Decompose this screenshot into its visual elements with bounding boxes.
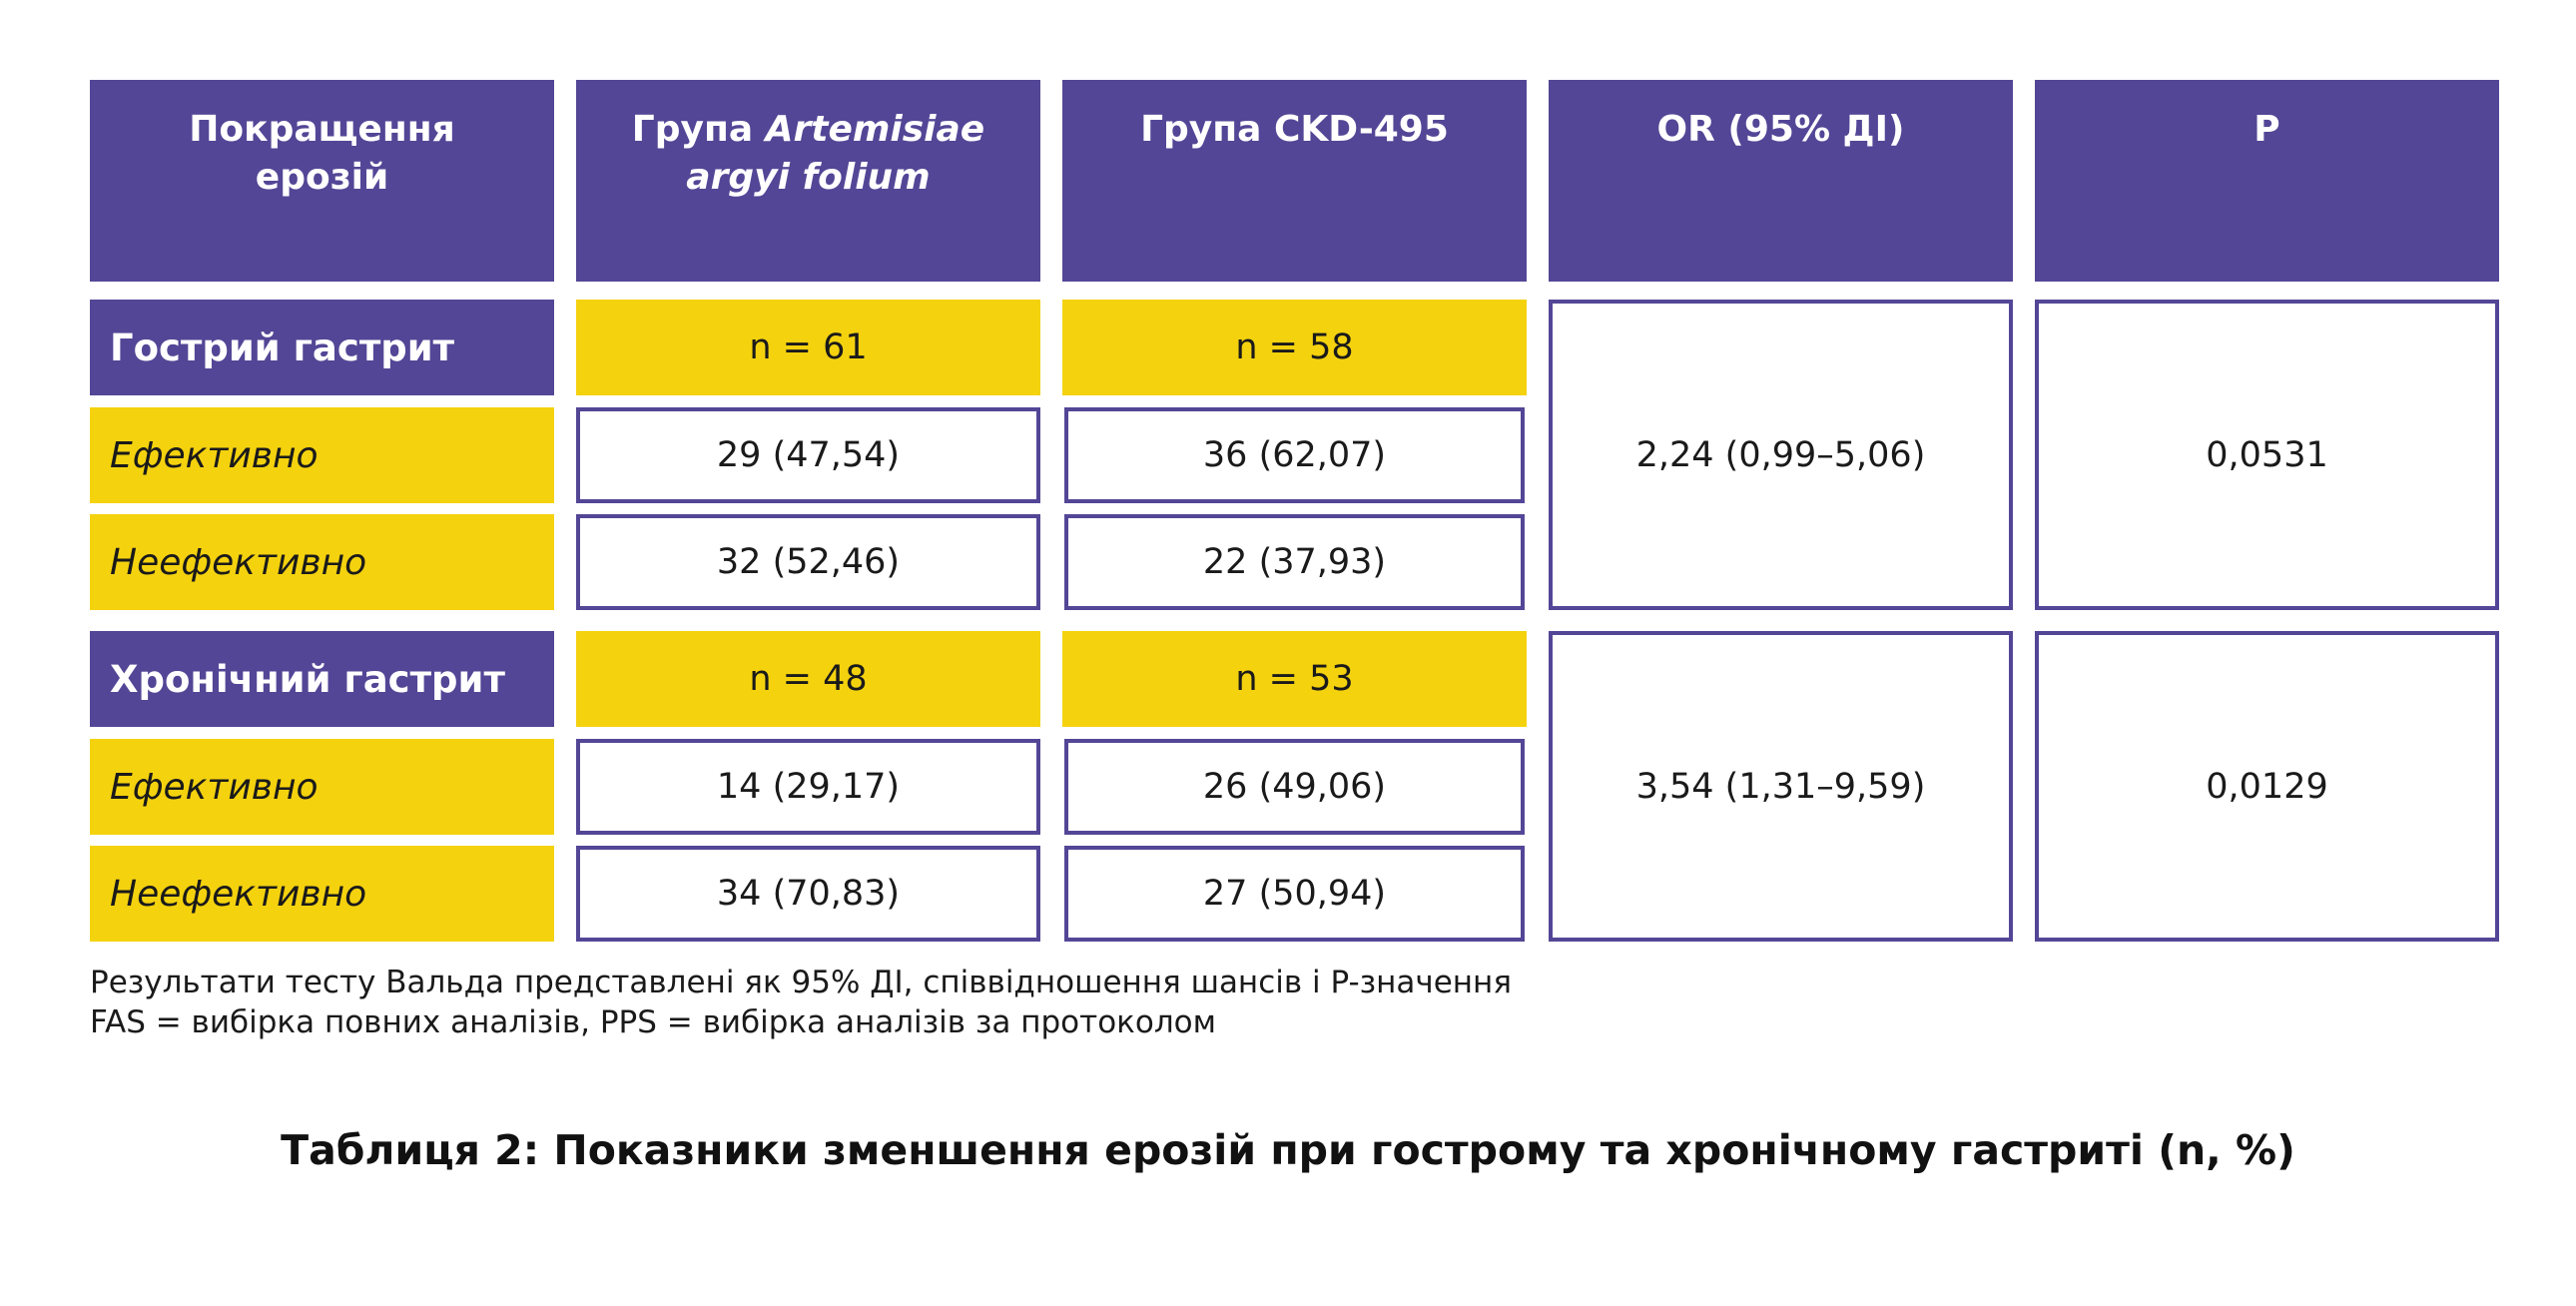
chronic-effective-ckd: 26 (49,06): [1064, 739, 1525, 835]
chronic-ineffective-artemisiae-value: 34 (70,83): [716, 874, 901, 914]
group-acute-title: Гострий гастрит: [110, 326, 455, 369]
acute-effective-text: Ефективно: [110, 434, 319, 476]
header-ckd-group: Група CKD-495: [1062, 80, 1527, 282]
header-or-ci-label: OR (95% ДІ): [1656, 109, 1905, 150]
header-ckd-label: Група CKD-495: [1140, 109, 1449, 150]
header-artemisiae-name-line2: argyi folium: [686, 157, 931, 198]
acute-effective-label: Ефективно: [90, 407, 554, 503]
acute-or-ci-value: 2,24 (0,99–5,06): [1635, 434, 1926, 475]
acute-artemisiae-n: n = 61: [576, 300, 1040, 395]
acute-artemisiae-n-value: n = 61: [749, 327, 868, 367]
chronic-ineffective-label: Неефективно: [90, 846, 554, 942]
acute-ineffective-label: Неефективно: [90, 514, 554, 610]
chronic-effective-ckd-value: 26 (49,06): [1202, 767, 1387, 807]
acute-ckd-n: n = 58: [1062, 300, 1527, 395]
acute-effective-artemisiae: 29 (47,54): [576, 407, 1040, 503]
acute-ineffective-ckd-value: 22 (37,93): [1202, 542, 1387, 582]
chronic-ineffective-artemisiae: 34 (70,83): [576, 846, 1040, 942]
chronic-artemisiae-n: n = 48: [576, 631, 1040, 727]
acute-ineffective-artemisiae-value: 32 (52,46): [716, 542, 901, 582]
chronic-p-value-text: 0,0129: [2206, 766, 2328, 807]
chronic-or-ci: 3,54 (1,31–9,59): [1549, 631, 2013, 942]
chronic-artemisiae-n-value: n = 48: [749, 659, 868, 699]
header-or-ci: OR (95% ДІ): [1549, 80, 2013, 282]
chronic-effective-artemisiae-value: 14 (29,17): [716, 767, 901, 807]
group-chronic-title: Хронічний гастрит: [110, 657, 505, 701]
chronic-ineffective-ckd: 27 (50,94): [1064, 846, 1525, 942]
header-erosion-line2: ерозій: [255, 157, 389, 198]
chronic-p-value: 0,0129: [2035, 631, 2499, 942]
footnote-wald-test: Результати тесту Вальда представлені як …: [90, 965, 1512, 1000]
acute-effective-ckd-value: 36 (62,07): [1202, 435, 1387, 475]
group-chronic-gastritis: Хронічний гастрит: [90, 631, 554, 727]
header-artemisiae-group: Група Artemisiae argyi folium: [576, 80, 1040, 282]
header-erosion-line1: Покращення: [189, 109, 455, 150]
chronic-effective-label: Ефективно: [90, 739, 554, 835]
acute-ineffective-artemisiae: 32 (52,46): [576, 514, 1040, 610]
chronic-ckd-n-value: n = 53: [1235, 659, 1354, 699]
chronic-or-ci-value: 3,54 (1,31–9,59): [1635, 766, 1926, 807]
acute-effective-artemisiae-value: 29 (47,54): [716, 435, 901, 475]
acute-ineffective-ckd: 22 (37,93): [1064, 514, 1525, 610]
header-p-label: P: [2254, 109, 2280, 150]
acute-effective-ckd: 36 (62,07): [1064, 407, 1525, 503]
chronic-ineffective-ckd-value: 27 (50,94): [1202, 874, 1387, 914]
header-artemisiae-prefix: Група: [631, 109, 766, 150]
acute-p-value: 0,0531: [2035, 300, 2499, 610]
header-p-value: P: [2035, 80, 2499, 282]
header-artemisiae-name-line1: Artemisiae: [765, 109, 985, 150]
chronic-ineffective-text: Неефективно: [110, 873, 367, 915]
group-acute-gastritis: Гострий гастрит: [90, 300, 554, 395]
chronic-ckd-n: n = 53: [1062, 631, 1527, 727]
acute-ckd-n-value: n = 58: [1235, 327, 1354, 367]
header-erosion-improvement: Покращення ерозій: [90, 80, 554, 282]
chronic-effective-text: Ефективно: [110, 766, 319, 808]
acute-or-ci: 2,24 (0,99–5,06): [1549, 300, 2013, 610]
footnote-fas-pps: FAS = вибірка повних аналізів, PPS = виб…: [90, 1004, 1217, 1040]
acute-ineffective-text: Неефективно: [110, 541, 367, 583]
table-caption: Таблиця 2: Показники зменшення ерозій пр…: [281, 1126, 2295, 1174]
acute-p-value-text: 0,0531: [2206, 434, 2328, 475]
chronic-effective-artemisiae: 14 (29,17): [576, 739, 1040, 835]
